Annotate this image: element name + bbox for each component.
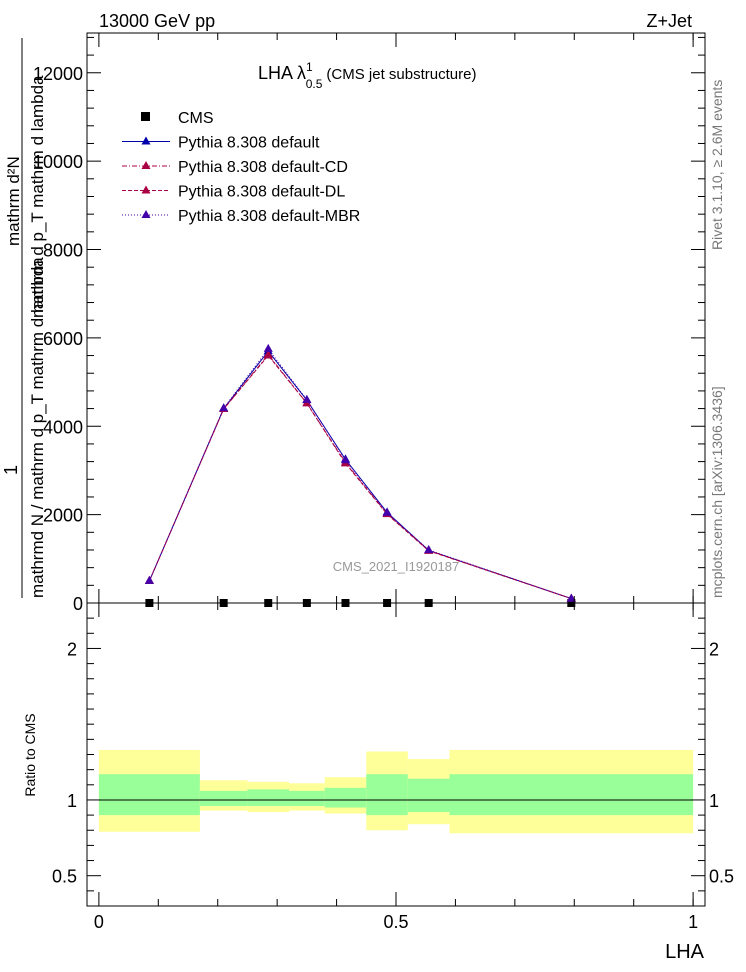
legend: CMS Pythia 8.308 default Pythia 8.308 defa… xyxy=(122,110,360,225)
legend-label: Pythia 8.308 default-CD xyxy=(178,159,348,176)
mcplots-label: mcplots.cern.ch [arXiv:1306.3436] xyxy=(709,386,725,598)
legend-marker xyxy=(141,136,151,145)
series-marker-4 xyxy=(302,394,312,403)
series-line-3 xyxy=(148,354,572,600)
main-y-label: 1 mathrmd N / mathrm d p_T mathrm d lamb… xyxy=(1,38,47,598)
ratio-y-ticks: 0.5 0.5 1 1 2 2 xyxy=(52,617,734,892)
watermark: CMS_2021_I1920187 xyxy=(333,559,460,574)
ratio-inner-band xyxy=(199,790,248,807)
series-marker-4 xyxy=(219,403,229,412)
main-y-tick-label: 6000 xyxy=(43,329,83,349)
ratio-inner-band xyxy=(247,789,290,807)
rivet-label: Rivet 3.1.10, ≥ 2.6M events xyxy=(709,80,725,250)
legend-label: Pythia 8.308 default xyxy=(178,135,320,152)
ratio-inner-band xyxy=(366,774,408,816)
x-tick-label: 0.5 xyxy=(383,912,408,932)
y-label-one: 1 xyxy=(1,465,21,475)
ratio-y-label: Ratio to CMS xyxy=(22,713,38,796)
ratio-y-tick-label-right: 0.5 xyxy=(709,867,734,887)
legend-label: Pythia 8.308 default-MBR xyxy=(178,208,360,225)
ratio-y-tick-label: 0.5 xyxy=(52,867,77,887)
ratio-inner-band xyxy=(98,774,200,816)
ratio-y-tick-label-right: 1 xyxy=(709,791,719,811)
main-plot: 0 2000 4000 6000 8000 10000 12000 CMS_2021_I19… xyxy=(33,32,706,614)
plot-title-sub: 0.5 xyxy=(306,77,323,91)
x-tick-label: 0 xyxy=(94,912,104,932)
series-marker-4 xyxy=(340,455,350,464)
main-y-tick-label: 12000 xyxy=(33,64,83,84)
series-marker-4 xyxy=(424,544,434,553)
series-marker-4 xyxy=(382,507,392,516)
legend-label: Pythia 8.308 default-DL xyxy=(178,184,345,201)
main-y-tick-label: 0 xyxy=(73,594,83,614)
ratio-inner-band xyxy=(324,787,367,808)
main-y-tick-label: 4000 xyxy=(43,417,83,437)
ratio-plot: 0.5 0.51 12 2 0 0.5 1 Ratio to CMS LHA xyxy=(22,33,734,963)
legend-label: CMS xyxy=(178,110,214,127)
ratio-bands xyxy=(98,749,694,834)
main-y-tick-label: 2000 xyxy=(43,506,83,526)
y-label-inner-denominator: mathrm d p_T mathrm d lambda xyxy=(28,75,47,318)
main-y-tick-label: 10000 xyxy=(33,152,83,172)
plot-title-suffix: (CMS jet substructure) xyxy=(326,66,476,83)
y-label-denominator: mathrmd N / mathrm d p_T mathrm d lambda xyxy=(28,257,47,598)
ratio-y-tick-label: 2 xyxy=(67,639,77,659)
legend-marker-cms xyxy=(141,112,150,121)
series-marker-4 xyxy=(144,575,154,584)
plot-title-main: LHA λ xyxy=(258,63,306,83)
x-tick-label: 1 xyxy=(688,912,698,932)
ratio-inner-band xyxy=(449,774,694,816)
energy-label: 13000 GeV pp xyxy=(99,11,215,31)
ratio-inner-band xyxy=(289,790,325,807)
plot-title: LHA λ1 0.5(CMS jet substructure) xyxy=(258,60,476,91)
plot-title-sup: 1 xyxy=(306,60,313,74)
legend-marker xyxy=(141,161,151,169)
main-y-ticks: 0 2000 4000 6000 8000 10000 12000 xyxy=(33,36,705,614)
ratio-y-tick-label-right: 2 xyxy=(709,639,719,659)
legend-marker xyxy=(141,185,151,194)
ratio-y-tick-label: 1 xyxy=(67,791,77,811)
main-y-tick-label: 8000 xyxy=(43,241,83,261)
series-marker-4 xyxy=(263,343,273,352)
process-label: Z+Jet xyxy=(646,11,692,31)
ratio-inner-band xyxy=(407,778,450,813)
legend-marker xyxy=(141,210,151,218)
x-axis-label: LHA xyxy=(665,941,705,963)
series-marker-3 xyxy=(263,350,273,359)
ratio-x-ticks: 0 0.5 1 xyxy=(94,33,698,932)
y-label-inner-numerator: mathrm d²N xyxy=(4,156,23,246)
series-marker-4 xyxy=(566,593,576,602)
